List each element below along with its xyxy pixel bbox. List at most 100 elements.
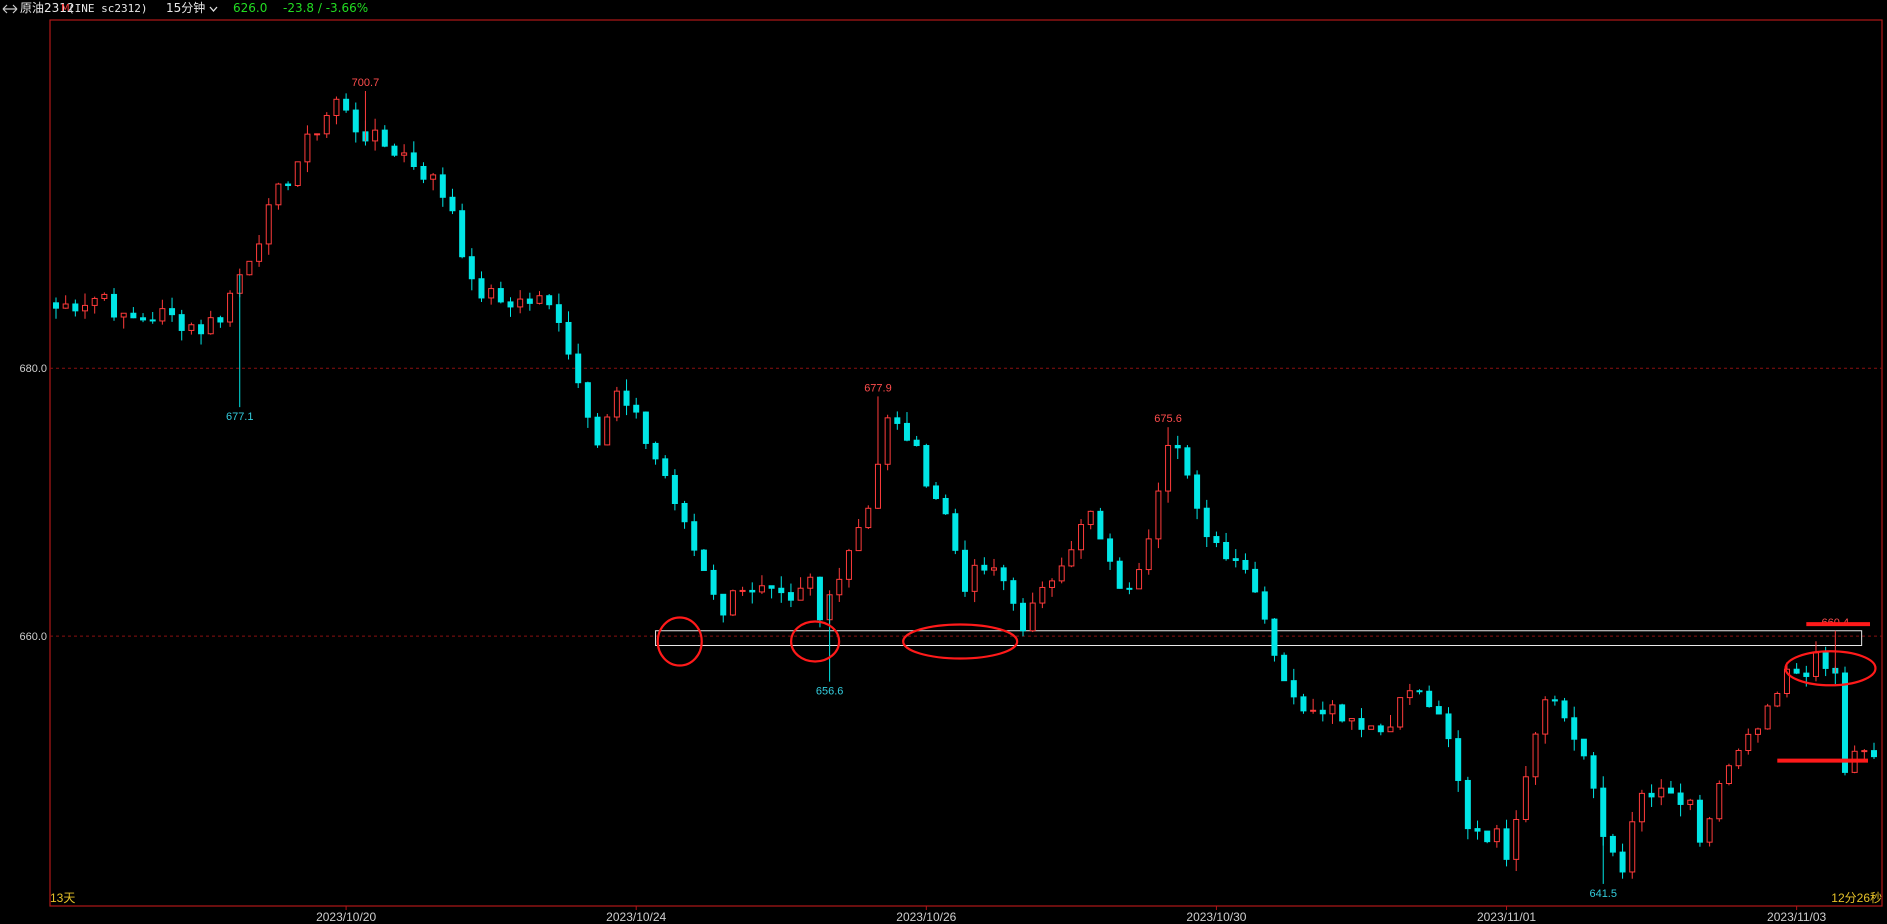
candle	[1368, 725, 1375, 730]
candle	[198, 319, 205, 345]
candle	[1735, 748, 1742, 770]
candle	[671, 469, 678, 511]
candle	[662, 455, 669, 479]
candle	[1600, 776, 1607, 846]
candle	[1435, 700, 1442, 715]
corner-left-label: 13天	[50, 891, 75, 905]
candle	[604, 414, 611, 446]
candle	[1339, 703, 1346, 723]
candle	[130, 307, 137, 319]
candle	[285, 181, 292, 191]
support-circle-2	[790, 620, 841, 663]
candle	[1812, 641, 1819, 682]
candle	[449, 188, 456, 215]
candle	[1165, 444, 1172, 503]
candle	[768, 585, 775, 599]
candle	[555, 293, 562, 332]
candle	[749, 582, 756, 604]
candle	[1532, 731, 1539, 785]
x-tick-label: 2023/11/03	[1767, 910, 1826, 924]
candle	[1561, 697, 1568, 722]
candle	[729, 589, 736, 617]
candle	[681, 500, 688, 529]
candle	[314, 133, 321, 141]
candle	[120, 312, 127, 329]
candle	[459, 203, 466, 259]
candle	[594, 413, 601, 448]
candle	[1416, 689, 1423, 695]
candle	[1648, 784, 1655, 807]
candle	[1049, 578, 1056, 597]
candle	[323, 112, 330, 138]
candle	[507, 297, 514, 317]
candle	[633, 397, 640, 419]
candle	[1764, 703, 1771, 730]
candle	[343, 93, 350, 113]
candle	[1493, 824, 1500, 848]
candle	[787, 583, 794, 608]
candle	[1116, 557, 1123, 589]
candle	[1861, 749, 1868, 759]
candle	[1774, 691, 1781, 708]
candle	[1580, 738, 1587, 760]
chart-header: 原油2312 M (INE sc2312) 15分钟 626.0 -23.8 /…	[0, 0, 1887, 17]
candle	[1068, 540, 1075, 568]
candle	[1590, 752, 1597, 799]
high-price-label: 677.9	[864, 382, 892, 394]
candle	[1232, 549, 1239, 568]
candle	[1223, 532, 1230, 561]
high-price-label: 675.6	[1154, 413, 1182, 425]
candle	[1300, 693, 1307, 714]
candle	[333, 96, 340, 125]
candlestick-chart[interactable]: 680.0 660.0 2023/10/20 2023/10/24 2023/10/26…	[0, 17, 1887, 924]
x-tick-label: 2023/11/01	[1477, 910, 1536, 924]
y-tick-label: 680.0	[19, 363, 47, 375]
symbol-name[interactable]: 原油2312	[20, 1, 75, 15]
candle	[517, 290, 524, 314]
support-zone-box	[655, 630, 1863, 646]
candle	[1716, 780, 1723, 822]
support-circle-3	[902, 623, 1019, 660]
low-price-label: 656.6	[816, 686, 844, 698]
candle	[797, 577, 804, 601]
candle	[1203, 499, 1210, 548]
candle	[526, 292, 533, 311]
low-price-label: 677.1	[226, 411, 254, 423]
candle	[942, 494, 949, 515]
candle	[1058, 557, 1065, 584]
symbol-code: (INE sc2312)	[68, 2, 148, 15]
candle	[169, 297, 176, 322]
candle	[691, 513, 698, 557]
candle	[72, 299, 79, 317]
candle	[816, 576, 823, 628]
candle	[1252, 561, 1259, 593]
candle	[246, 260, 253, 276]
period-selector[interactable]: 15分钟	[166, 0, 218, 17]
candle	[991, 558, 998, 576]
candle	[1145, 529, 1152, 575]
candle	[207, 310, 214, 335]
candle	[778, 576, 785, 603]
candle	[265, 198, 272, 255]
candle	[111, 288, 118, 321]
candle	[1658, 779, 1665, 806]
candle	[1619, 843, 1626, 879]
candle	[1793, 663, 1800, 675]
candle	[101, 292, 108, 301]
corner-right-label: 12分26秒	[1831, 891, 1882, 905]
candle	[575, 343, 582, 389]
candle	[1097, 507, 1104, 540]
candle	[1871, 742, 1877, 759]
candle	[1609, 833, 1616, 857]
candle	[430, 172, 437, 191]
candle	[565, 311, 572, 360]
candle	[894, 411, 901, 430]
plot-frame	[49, 19, 1883, 907]
chevron-down-icon	[209, 6, 218, 12]
candle	[275, 182, 282, 210]
candle	[1503, 819, 1510, 867]
arrow-left-right-icon[interactable]	[2, 0, 18, 17]
candle	[584, 381, 591, 428]
candle	[227, 290, 234, 327]
x-tick-label: 2023/10/30	[1186, 910, 1246, 924]
